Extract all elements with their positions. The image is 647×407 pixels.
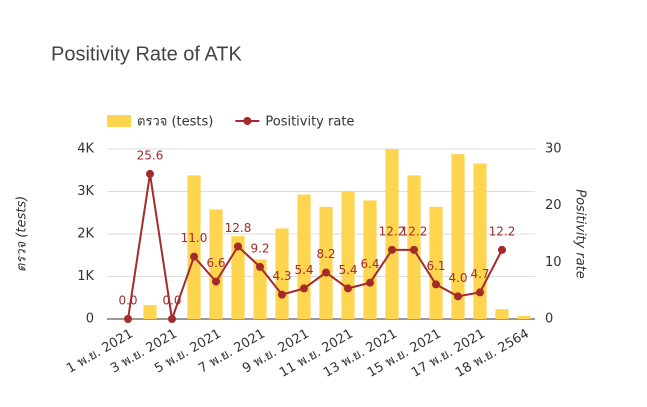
data-label: 12.2 bbox=[401, 224, 428, 238]
bar bbox=[231, 236, 245, 319]
point bbox=[410, 245, 418, 254]
point bbox=[234, 242, 242, 251]
y-axis-label: ตรวจ (tests) bbox=[15, 196, 30, 272]
y2-tick-label: 30 bbox=[545, 142, 562, 157]
point bbox=[300, 284, 308, 293]
bar bbox=[473, 163, 487, 319]
y-tick-label: 1K bbox=[77, 269, 94, 284]
data-label: 5.4 bbox=[294, 263, 313, 277]
bar bbox=[187, 175, 201, 319]
bar bbox=[517, 316, 531, 319]
data-label: 6.1 bbox=[426, 259, 445, 273]
point bbox=[212, 277, 220, 286]
legend-swatch bbox=[107, 115, 131, 127]
data-label: 4.7 bbox=[470, 267, 489, 281]
bar bbox=[385, 149, 399, 319]
bar bbox=[297, 194, 311, 319]
data-label: 12.2 bbox=[489, 224, 516, 238]
point bbox=[256, 262, 264, 271]
point bbox=[124, 315, 132, 323]
bar bbox=[319, 206, 333, 319]
data-label: 9.2 bbox=[250, 241, 269, 255]
legend-label: Positivity rate bbox=[265, 115, 354, 130]
point bbox=[278, 290, 286, 299]
point bbox=[168, 315, 176, 323]
data-label: 11.0 bbox=[181, 231, 208, 245]
bar bbox=[253, 259, 267, 319]
point bbox=[344, 284, 352, 293]
point bbox=[322, 268, 330, 277]
y2-tick-label: 20 bbox=[545, 198, 562, 213]
bar bbox=[495, 309, 509, 319]
y-tick-label: 0 bbox=[86, 312, 94, 327]
point bbox=[498, 245, 506, 254]
point bbox=[190, 252, 198, 261]
point bbox=[476, 288, 484, 297]
data-label: 12.2 bbox=[379, 224, 406, 238]
bar bbox=[451, 154, 465, 319]
y-tick-label: 2K bbox=[77, 227, 94, 242]
y2-tick-label: 10 bbox=[545, 255, 562, 270]
point bbox=[146, 169, 154, 178]
data-label: 6.4 bbox=[360, 257, 379, 271]
data-label: 4.3 bbox=[272, 269, 291, 283]
point bbox=[454, 292, 462, 301]
line bbox=[127, 173, 503, 320]
data-label: 8.2 bbox=[316, 247, 335, 261]
data-label: 6.6 bbox=[206, 256, 225, 270]
legend-swatch bbox=[243, 117, 252, 125]
bar bbox=[429, 206, 443, 319]
y2-tick-label: 0 bbox=[545, 312, 553, 327]
bar bbox=[209, 209, 223, 319]
y2-axis-label: Positivity rate bbox=[573, 189, 588, 279]
data-label: 12.8 bbox=[225, 221, 252, 235]
data-label: 4.0 bbox=[448, 271, 467, 285]
data-label: 5.4 bbox=[338, 263, 357, 277]
bar bbox=[363, 200, 377, 319]
y-tick-label: 3K bbox=[77, 184, 94, 199]
data-label: 0.0 bbox=[162, 294, 181, 308]
y-tick-label: 4K bbox=[77, 142, 94, 157]
legend-label: ตรวจ (tests) bbox=[137, 115, 213, 130]
bar bbox=[143, 304, 157, 319]
chart-title: Positivity Rate of ATK bbox=[51, 43, 242, 65]
point bbox=[366, 278, 374, 287]
data-label: 25.6 bbox=[137, 148, 164, 162]
bar bbox=[341, 191, 355, 319]
data-label: 0.0 bbox=[118, 294, 137, 308]
point bbox=[432, 280, 440, 289]
point bbox=[388, 245, 396, 254]
